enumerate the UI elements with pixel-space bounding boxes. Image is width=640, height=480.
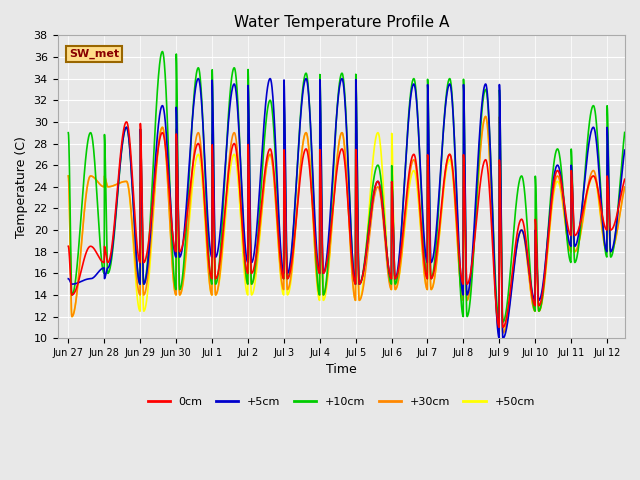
Line: 0cm: 0cm — [68, 122, 625, 327]
+5cm — [605, 198, 613, 204]
+30cm — [320, 291, 328, 297]
Legend: 0cm, +5cm, +10cm, +30cm, +50cm: 0cm, +5cm, +10cm, +30cm, +50cm — [143, 392, 540, 411]
+10cm — [499, 319, 507, 325]
+10cm — [605, 174, 612, 180]
0cm — [605, 199, 612, 204]
0cm — [123, 119, 131, 125]
+10cm — [93, 189, 100, 194]
+10cm — [321, 290, 328, 296]
+50cm — [605, 218, 613, 224]
+50cm — [65, 173, 72, 179]
+5cm — [499, 336, 507, 341]
+10cm — [621, 130, 628, 135]
+5cm — [605, 183, 612, 189]
+10cm — [503, 303, 511, 309]
+30cm — [503, 319, 511, 324]
+5cm — [335, 87, 343, 93]
+10cm — [65, 130, 72, 135]
+50cm — [605, 209, 612, 215]
+10cm — [335, 83, 343, 89]
Line: +50cm: +50cm — [68, 117, 625, 333]
Line: +30cm: +30cm — [68, 117, 625, 333]
+50cm — [503, 319, 511, 324]
0cm — [621, 176, 628, 182]
+30cm — [93, 178, 100, 183]
+30cm — [621, 184, 628, 190]
0cm — [499, 324, 507, 330]
+30cm — [65, 173, 72, 179]
+50cm — [93, 178, 100, 183]
X-axis label: Time: Time — [326, 363, 356, 376]
Text: SW_met: SW_met — [69, 49, 119, 59]
+50cm — [499, 330, 507, 336]
0cm — [335, 153, 343, 159]
+30cm — [335, 141, 342, 147]
0cm — [321, 269, 328, 275]
+50cm — [320, 297, 328, 302]
+30cm — [605, 206, 612, 212]
+10cm — [605, 193, 613, 199]
0cm — [93, 250, 100, 256]
Title: Water Temperature Profile A: Water Temperature Profile A — [234, 15, 449, 30]
+30cm — [482, 114, 490, 120]
+50cm — [335, 142, 342, 147]
+5cm — [321, 269, 328, 275]
Line: +5cm: +5cm — [68, 79, 625, 338]
+5cm — [93, 271, 100, 277]
0cm — [65, 243, 72, 249]
Line: +10cm: +10cm — [68, 51, 625, 322]
0cm — [605, 205, 613, 211]
+30cm — [499, 330, 507, 336]
+5cm — [65, 276, 72, 282]
+5cm — [503, 324, 511, 329]
+10cm — [159, 48, 166, 54]
+5cm — [195, 76, 202, 82]
+50cm — [482, 114, 490, 120]
+30cm — [605, 216, 613, 222]
0cm — [503, 312, 511, 318]
+5cm — [621, 147, 628, 153]
+50cm — [621, 184, 628, 190]
Y-axis label: Temperature (C): Temperature (C) — [15, 136, 28, 238]
